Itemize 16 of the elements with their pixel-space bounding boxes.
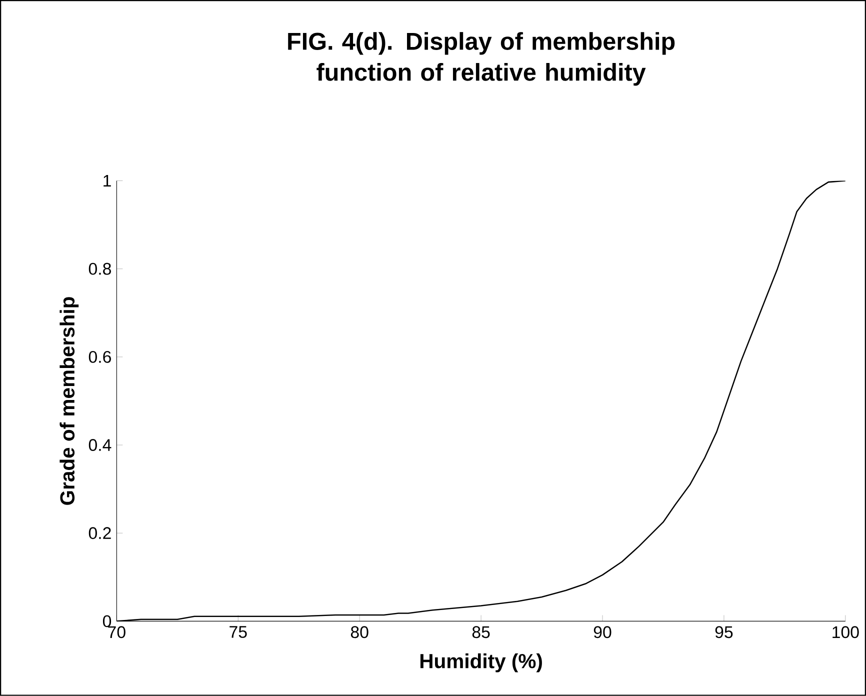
- x-tick-label: 100: [832, 626, 859, 638]
- x-tick-label: 90: [594, 626, 612, 638]
- y-tick-label: 0.6: [88, 351, 111, 363]
- x-tick-label: 80: [350, 626, 368, 638]
- y-tick-label: 1: [104, 175, 111, 187]
- y-tick-label: 0: [102, 615, 112, 628]
- x-tick-label: 70: [108, 626, 126, 638]
- y-tick-label: 0.8: [88, 262, 111, 275]
- y-axis-title: Grade of membership: [60, 297, 79, 505]
- x-tick-label: 75: [230, 626, 247, 638]
- chart-title: FIG. 4(d). Display of membership function of relative humidity: [288, 32, 675, 86]
- y-tick-label: 0.4: [88, 439, 112, 452]
- y-tick-label: 0.2: [88, 527, 111, 540]
- x-tick-label: 85: [472, 626, 490, 638]
- x-tick-label: 95: [715, 626, 733, 638]
- x-axis-title: Humidity (%): [420, 653, 542, 672]
